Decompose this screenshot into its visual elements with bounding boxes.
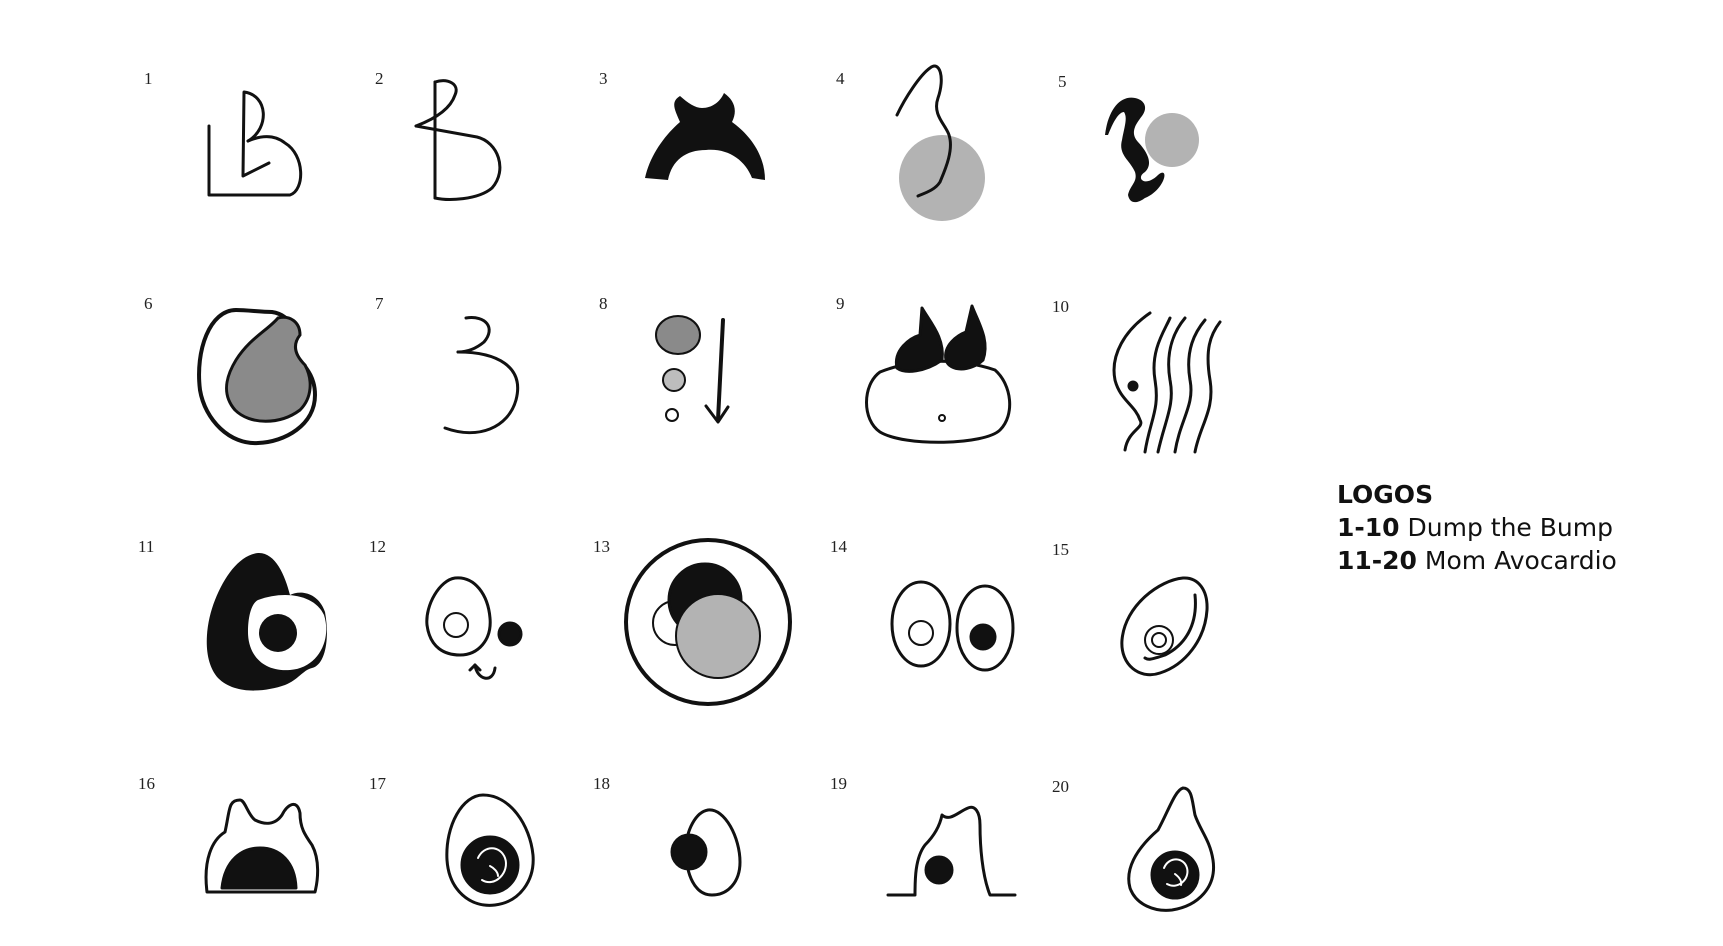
avocado-face-icon: [427, 578, 521, 678]
letter-b-script-icon: [416, 81, 500, 200]
pregnant-belly-icon: [199, 310, 315, 443]
legend-range: 1-10: [1337, 513, 1400, 542]
legend: LOGOS 1-10 Dump the Bump 11-20 Mom Avoca…: [1337, 478, 1617, 577]
legend-line: 1-10 Dump the Bump: [1337, 511, 1617, 544]
avocado-ring-icon: [626, 540, 790, 704]
legend-name: Mom Avocardio: [1425, 546, 1617, 575]
legend-line: 11-20 Mom Avocardio: [1337, 544, 1617, 577]
belly-top-view-icon: [867, 306, 1010, 442]
legend-range: 11-20: [1337, 546, 1417, 575]
letter-b-block-icon: [209, 92, 301, 195]
avocado-seed-side-icon: [672, 810, 740, 895]
legend-title: LOGOS: [1337, 480, 1433, 509]
profile-line-bump-icon: [897, 66, 985, 221]
belly-arch-icon: [206, 800, 318, 892]
silhouette-bump-icon: [1105, 98, 1199, 203]
torso-arch-icon: [645, 93, 765, 180]
numeral-three-icon: [445, 318, 518, 433]
wavy-lines-profile-icon: [1114, 313, 1220, 452]
avocado-ring-seed-icon: [1122, 578, 1207, 675]
shrinking-circles-arrow-icon: [656, 316, 728, 422]
solid-avocado-icon: [207, 553, 327, 691]
legend-name: Dump the Bump: [1408, 513, 1613, 542]
avocado-halves-icon: [892, 582, 1013, 670]
silhouette-seed-icon: [888, 807, 1015, 895]
avocado-baby-icon: [447, 795, 533, 905]
avocado-baby-tall-icon: [1129, 788, 1214, 910]
